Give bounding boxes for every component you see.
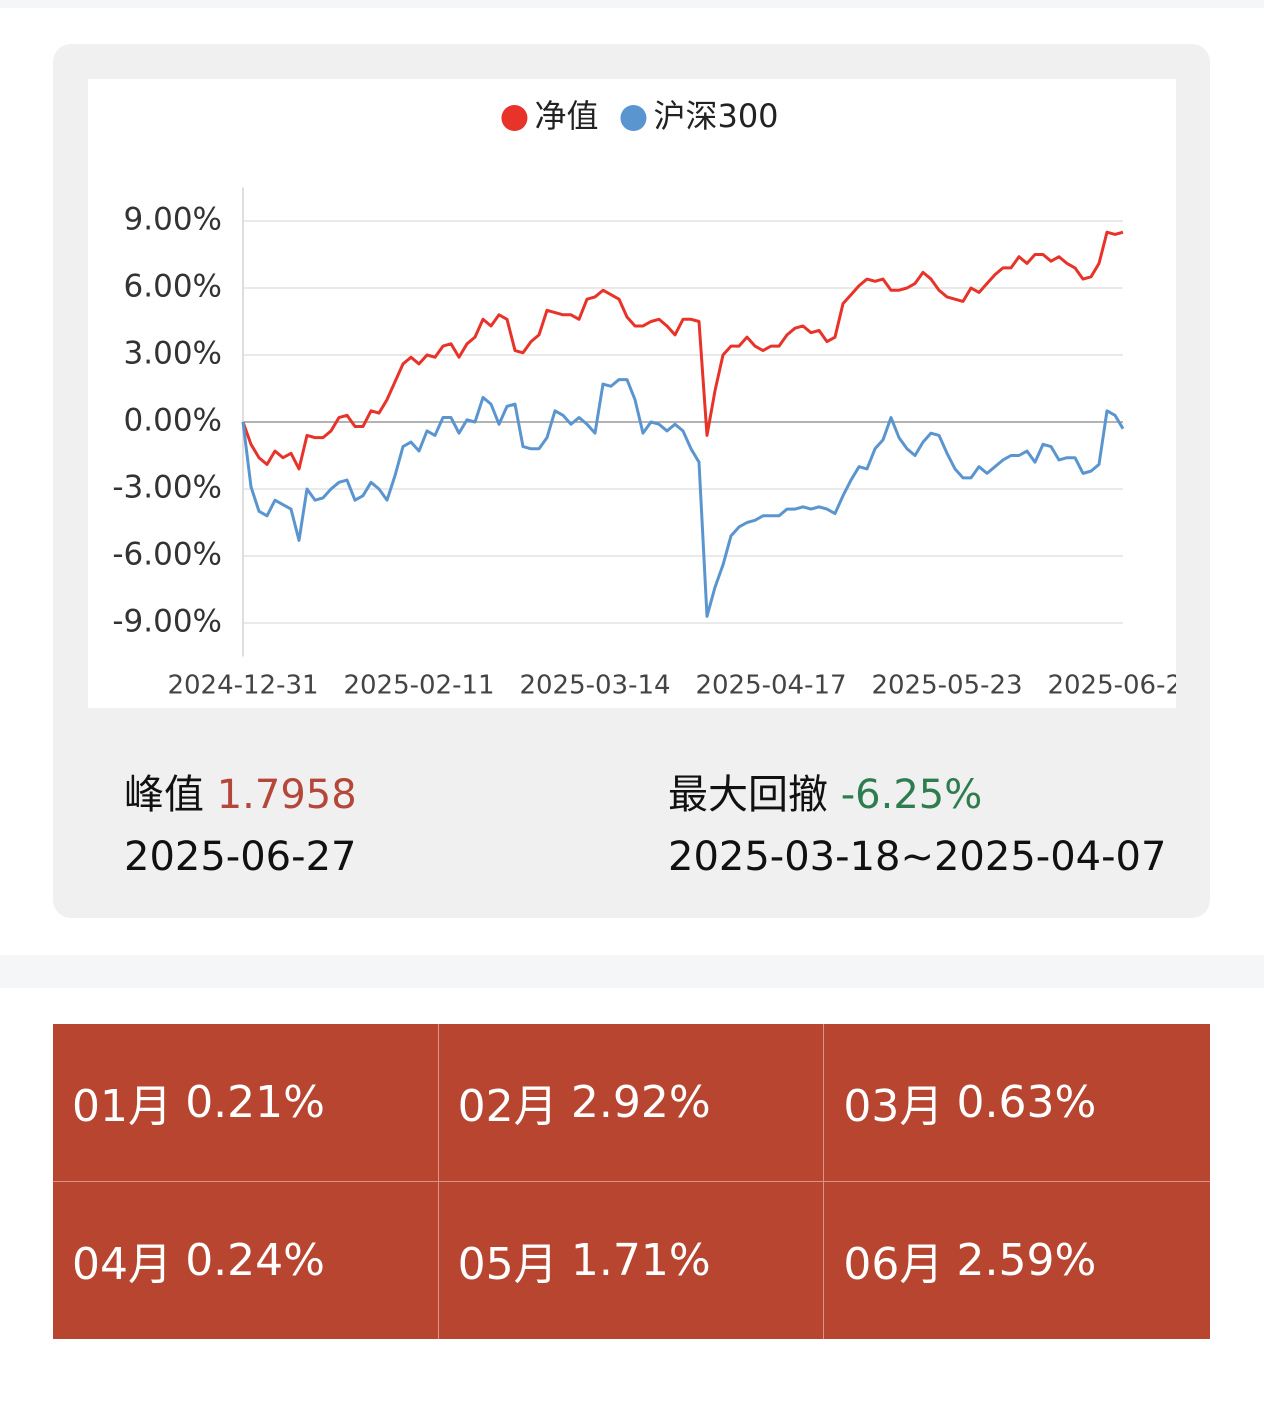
legend-marker <box>501 105 528 131</box>
month-return: 0.21% <box>185 1076 325 1128</box>
month-label: 01月 <box>72 1081 172 1133</box>
month-return: 2.92% <box>570 1076 711 1128</box>
month-cell: 03月 0.63% <box>824 1024 1210 1182</box>
x-tick-label: 2025-05-23 <box>871 671 1022 701</box>
drawdown-period: 2025-03-18~2025-04-07 <box>668 834 1167 880</box>
month-label: 03月 <box>843 1081 944 1133</box>
line-series <box>241 230 1124 471</box>
legend-marker <box>620 105 647 131</box>
x-tick-label: 2024-12-31 <box>167 671 318 701</box>
drawdown-value: -6.25% <box>840 772 983 818</box>
x-tick-label: 2025-04-17 <box>695 671 846 701</box>
x-tick-label: 2025-06-27 <box>1047 671 1176 701</box>
month-cell: 05月 1.71% <box>439 1181 825 1339</box>
month-label: 02月 <box>457 1081 558 1133</box>
month-label: 04月 <box>72 1239 172 1291</box>
legend-label: 沪深300 <box>653 97 778 135</box>
x-tick-label: 2025-02-11 <box>343 671 494 701</box>
peak-value: 1.7958 <box>216 772 357 818</box>
y-tick-label: 9.00% <box>124 202 222 238</box>
month-return: 1.71% <box>570 1234 711 1286</box>
chart: 9.00% 6.00% 3.00% 0.00% -3.00% -6.00% -9.00% 20… <box>88 79 1176 708</box>
y-tick-label: 6.00% <box>124 269 222 305</box>
peak-date: 2025-06-27 <box>124 834 357 880</box>
top-band <box>0 0 1264 8</box>
month-cell: 04月 0.24% <box>53 1181 439 1339</box>
month-return: 2.59% <box>956 1234 1097 1286</box>
peak-label: 峰值 <box>124 772 204 818</box>
month-label: 05月 <box>457 1239 558 1291</box>
y-tick-label: -9.00% <box>112 604 222 640</box>
month-cell: 01月 0.21% <box>53 1024 439 1182</box>
month-label: 06月 <box>843 1239 944 1291</box>
y-tick-label: 3.00% <box>124 336 222 372</box>
y-tick-label: -6.00% <box>112 537 222 573</box>
x-tick-label: 2025-03-14 <box>519 671 670 701</box>
peak-stat: 峰值 1.7958 <box>124 762 357 820</box>
drawdown-label: 最大回撤 <box>668 772 828 818</box>
month-cell: 06月 2.59% <box>824 1182 1210 1340</box>
y-tick-label: 0.00% <box>124 403 222 439</box>
month-return: 0.63% <box>956 1076 1097 1128</box>
legend: 净值 沪深300 <box>501 97 779 135</box>
section-band <box>0 955 1264 988</box>
month-cell: 02月 2.92% <box>438 1024 825 1182</box>
legend-label: 净值 <box>534 97 598 135</box>
month-return: 0.24% <box>185 1234 325 1286</box>
line-series <box>241 378 1125 618</box>
drawdown-stat: 最大回撤 -6.25% <box>668 762 982 820</box>
chart-card: 9.00% 6.00% 3.00% 0.00% -3.00% -6.00% -9.00% 20… <box>53 44 1210 918</box>
y-tick-label: -3.00% <box>112 470 222 506</box>
monthly-table: 01月 0.21% 02月 2.92% 03月 0.63% 04月 0.24% 05月 1.71%… <box>53 1024 1210 1339</box>
